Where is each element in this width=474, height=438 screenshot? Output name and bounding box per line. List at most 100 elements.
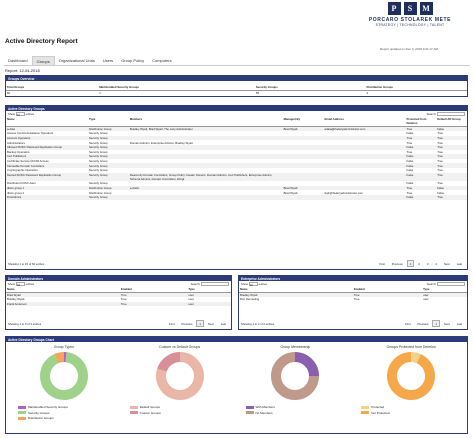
entries-label: entries: [25, 111, 34, 116]
table-cell: [323, 144, 406, 150]
slice-default-groups[interactable]: [155, 352, 204, 400]
table-row: Administrators Security Group Domain Admin…: [6, 140, 467, 145]
overview-value: 60: [7, 90, 11, 95]
slice-protected[interactable]: [410, 352, 421, 364]
legend-item[interactable]: Mail-Enabled Security Groups: [18, 405, 122, 409]
legend-item[interactable]: Security Groups: [18, 411, 122, 415]
table-cell: False: [437, 190, 445, 195]
column-header-members[interactable]: Members: [128, 117, 283, 127]
page-button-1[interactable]: 1: [432, 320, 440, 327]
table-cell: True: [119, 301, 188, 307]
table-cell: Certificate Service DCOM Access: [7, 159, 49, 164]
entries-select[interactable]: 10: [15, 112, 25, 117]
table-cell: False: [436, 185, 467, 191]
page-button-first[interactable]: First: [169, 321, 175, 326]
table-cell: True: [405, 126, 437, 132]
column-header-type[interactable]: Type: [87, 117, 129, 127]
page-button-first[interactable]: First: [379, 261, 385, 266]
entries-select[interactable]: 10: [15, 282, 25, 287]
table-cell: True: [436, 135, 467, 141]
slice-custom-groups[interactable]: [156, 352, 181, 373]
legend-label: Distribution Groups: [28, 416, 54, 420]
page-button-3[interactable]: 3: [426, 261, 429, 266]
show-label: Show: [8, 281, 15, 286]
table-row: Cert Publishers Security Group False True: [6, 154, 467, 159]
page-button-1[interactable]: 1: [196, 320, 204, 327]
page-button-previous[interactable]: Previous: [181, 321, 193, 326]
column-header-name[interactable]: Name: [6, 287, 120, 293]
page-button-2[interactable]: 2: [418, 261, 420, 266]
page-button-first[interactable]: First: [405, 321, 411, 326]
table-cell: [282, 172, 324, 182]
table-cell: True: [406, 190, 413, 195]
slice-not-protected[interactable]: [387, 352, 436, 400]
page-button-next[interactable]: Next: [443, 321, 450, 326]
slice-no-members[interactable]: [271, 352, 320, 400]
slice-security-groups[interactable]: [39, 352, 88, 400]
legend-item[interactable]: Default Groups: [129, 405, 238, 409]
table-row: Frank Anderson True user: [6, 301, 231, 307]
chart-title: Group Membership: [280, 345, 311, 349]
entries-control: Show 10 entries: [241, 282, 267, 287]
page-button-last[interactable]: Last: [456, 261, 462, 266]
slice-with-members[interactable]: [294, 352, 320, 377]
tab-groups[interactable]: Groups: [31, 56, 55, 65]
column-header-enabled[interactable]: Enabled: [119, 287, 188, 293]
chart-group-types: Group Types Mail-Enabled Security Groups S…: [6, 345, 122, 422]
legend-item[interactable]: Protected: [361, 405, 469, 409]
tab-dashboard[interactable]: Dashboard: [8, 58, 28, 63]
table-cell: DnsAdmins: [6, 194, 88, 200]
page-button-previous[interactable]: Previous: [391, 261, 403, 266]
table-cell: True: [352, 292, 423, 298]
slice-distribution-groups[interactable]: [54, 352, 65, 364]
column-header-enabled[interactable]: Enabled: [352, 287, 423, 293]
table-cell: True: [119, 292, 188, 298]
legend-item[interactable]: Custom Groups: [129, 411, 238, 415]
column-header-type[interactable]: Type: [422, 287, 467, 293]
table-cell: False: [406, 131, 414, 136]
table-cell: False: [405, 172, 437, 182]
column-header-protected-from-deletion[interactable]: Protected from Deletion: [405, 117, 437, 127]
chart-groups-protected-from-deletion: Groups Protected from Deletion Protected N…: [353, 345, 469, 416]
tab-group-policy[interactable]: Group Policy: [121, 58, 145, 63]
table-cell: [128, 154, 283, 159]
groups-overview-panel: Groups Overview Total Groups Mail-Enable…: [5, 75, 468, 97]
brand-tagline: STRATEGY | TECHNOLOGY | TALENT: [375, 23, 445, 27]
table-cell: Read-only Domain Controllers, Group Poli…: [128, 172, 283, 182]
legend-item[interactable]: With Members: [245, 405, 354, 409]
table-cell: Brad Wyatt: [282, 126, 324, 132]
entries-summary: Showing 1 to 2 of 2 entries: [241, 321, 275, 326]
page-button-last[interactable]: Last: [456, 321, 462, 326]
page-button-1[interactable]: 1: [406, 260, 415, 267]
entries-select[interactable]: 10: [248, 282, 258, 287]
page-button-4[interactable]: 4: [435, 261, 437, 266]
column-header-type[interactable]: Type: [187, 287, 231, 293]
column-header-email-address[interactable]: Email Address: [323, 117, 406, 127]
table-footer: Showing 1 to 15 of 60 entries First Previ…: [6, 259, 467, 268]
legend-swatch: [18, 416, 26, 420]
search-input[interactable]: [437, 112, 465, 117]
tab-users[interactable]: Users: [102, 58, 114, 63]
page-button-previous[interactable]: Previous: [417, 321, 429, 326]
page-button-next[interactable]: Next: [443, 261, 450, 266]
table-cell: Security Group: [87, 144, 129, 150]
legend-item[interactable]: Distribution Groups: [18, 416, 122, 420]
entries-control: Show 10 entries: [8, 281, 34, 287]
legend-item[interactable]: Not Protected: [361, 411, 469, 415]
page-button-next[interactable]: Next: [207, 321, 214, 326]
tab-computers[interactable]: Computers: [152, 58, 172, 63]
overview-table: Total Groups Mail-Enabled Security Group…: [6, 85, 467, 95]
tab-organizational-units[interactable]: Organizational Units: [58, 58, 95, 63]
legend-item[interactable]: No Members: [245, 411, 354, 415]
pagination: First Previous 1 Next Last: [166, 320, 229, 327]
page-button-last[interactable]: Last: [220, 321, 226, 326]
table-cell: True: [436, 172, 467, 182]
search-input[interactable]: [437, 282, 465, 287]
column-header-name[interactable]: Name: [6, 117, 88, 127]
column-header-managed-by[interactable]: Managed By: [282, 117, 324, 127]
column-header-name[interactable]: Name: [239, 287, 353, 293]
search-input[interactable]: [201, 282, 229, 287]
table-row: Denied RODC Password Replication Group Se…: [6, 172, 467, 182]
entries-summary: Showing 1 to 15 of 60 entries: [8, 261, 45, 266]
column-header-default-ad-group[interactable]: Default AD Group: [436, 117, 467, 127]
